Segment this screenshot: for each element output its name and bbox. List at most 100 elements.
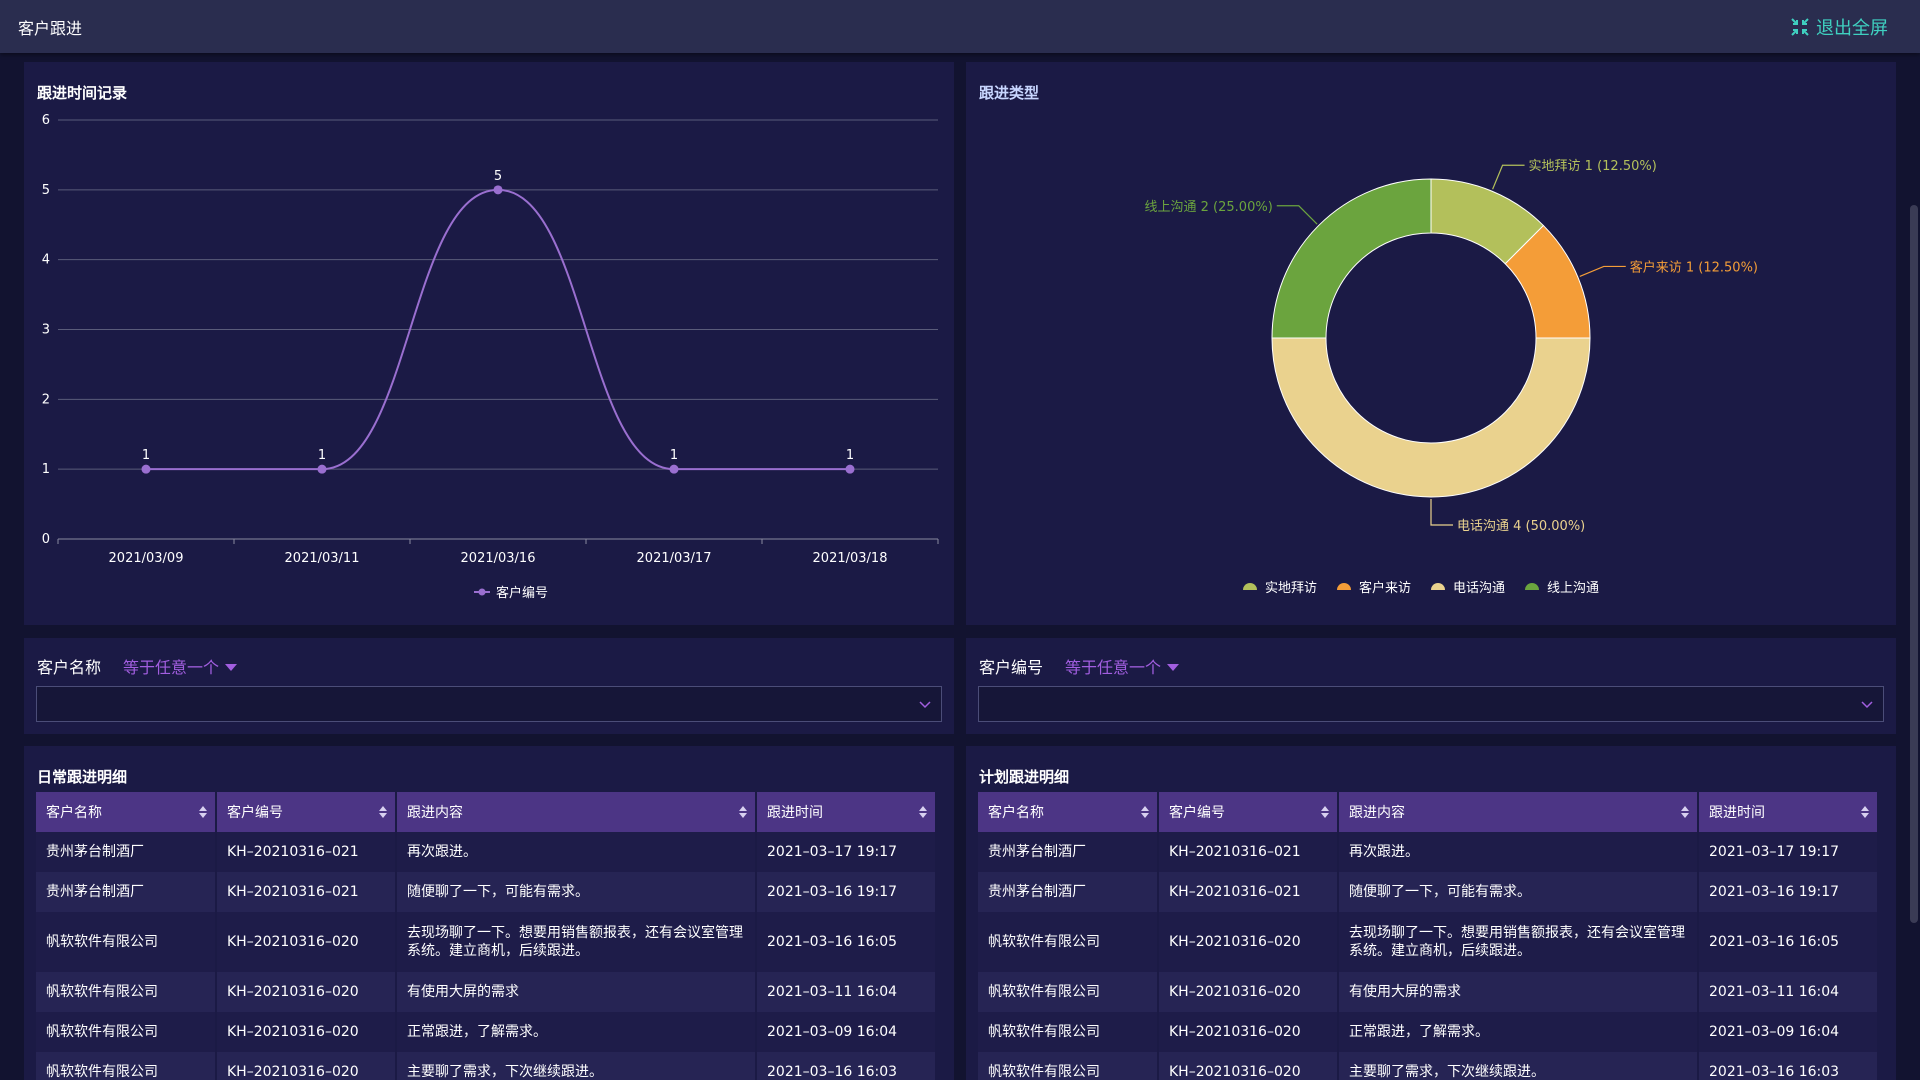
table-cell: 有使用大屏的需求 bbox=[1338, 972, 1699, 1012]
table-cell: 2021–03–11 16:04 bbox=[1698, 972, 1879, 1012]
table-row[interactable]: 贵州茅台制酒厂 KH–20210316–021 再次跟进。 2021–03–17 19… bbox=[36, 832, 937, 872]
table-cell: KH–20210316–021 bbox=[1158, 832, 1339, 872]
data-label: 1 bbox=[846, 448, 854, 463]
table-cell: 2021–03–09 16:04 bbox=[1698, 1012, 1879, 1052]
daily-followup-table: 客户名称 客户编号 跟进内容 跟进时间 贵州茅台制酒厂 KH–20210316–021 再… bbox=[36, 792, 937, 1080]
data-point[interactable] bbox=[669, 464, 679, 474]
table-cell: 再次跟进。 bbox=[396, 832, 757, 872]
line-chart: 0 1 2 3 4 5 6 2021/03/09 2021/03/11 2021/03/16 202… bbox=[42, 113, 939, 601]
table-cell: 帆软软件有限公司 bbox=[36, 1052, 217, 1080]
slice-label: 线上沟通 2 (25.00%) bbox=[1145, 200, 1273, 215]
x-tick-label: 2021/03/11 bbox=[285, 551, 360, 566]
daily-table-title: 日常跟进明细 bbox=[37, 768, 128, 786]
pie-chart-panel: 跟进类型 实地拜访 1 (12.50%) 客户来访 1 (12.50%) 电话沟通 … bbox=[966, 62, 1896, 625]
table-row[interactable]: 帆软软件有限公司 KH–20210316–020 正常跟进，了解需求。 2021–03… bbox=[978, 1012, 1879, 1052]
table-cell: 2021–03–11 16:04 bbox=[756, 972, 937, 1012]
table-row[interactable]: 帆软软件有限公司 KH–20210316–020 主要聊了需求，下次继续跟进。 202… bbox=[36, 1052, 937, 1080]
legend-label[interactable]: 实地拜访 bbox=[1265, 581, 1317, 596]
table-cell: 帆软软件有限公司 bbox=[36, 912, 217, 972]
data-point[interactable] bbox=[141, 464, 151, 474]
data-point[interactable] bbox=[845, 464, 855, 474]
slice-label: 电话沟通 4 (50.00%) bbox=[1457, 519, 1585, 534]
table-cell: KH–20210316–020 bbox=[216, 912, 397, 972]
column-header[interactable]: 客户编号 bbox=[216, 792, 397, 832]
column-header[interactable]: 跟进内容 bbox=[396, 792, 757, 832]
y-tick-label: 3 bbox=[42, 323, 50, 338]
table-cell: 2021–03–16 16:05 bbox=[1698, 912, 1879, 972]
filter-panel-customer-id: 客户编号 等于任意一个 bbox=[966, 638, 1896, 734]
table-row[interactable]: 贵州茅台制酒厂 KH–20210316–021 随便聊了一下，可能有需求。 2021–… bbox=[978, 872, 1879, 912]
filter-label-customer-name: 客户名称 bbox=[37, 658, 102, 677]
plan-table-title: 计划跟进明细 bbox=[979, 768, 1070, 786]
column-header[interactable]: 客户编号 bbox=[1158, 792, 1339, 832]
legend-marker bbox=[1525, 583, 1539, 590]
sort-icon[interactable] bbox=[919, 806, 927, 818]
column-header[interactable]: 跟进内容 bbox=[1338, 792, 1699, 832]
table-cell: KH–20210316–021 bbox=[216, 832, 397, 872]
legend-label[interactable]: 客户编号 bbox=[496, 585, 548, 601]
column-header-label: 跟进内容 bbox=[1349, 805, 1405, 821]
table-row[interactable]: 帆软软件有限公司 KH–20210316–020 有使用大屏的需求 2021–03–1… bbox=[978, 972, 1879, 1012]
customer-id-select[interactable] bbox=[978, 686, 1884, 722]
column-header[interactable]: 跟进时间 bbox=[1698, 792, 1879, 832]
table-cell: 贵州茅台制酒厂 bbox=[36, 832, 217, 872]
table-row[interactable]: 帆软软件有限公司 KH–20210316–020 去现场聊了一下。想要用销售额报表，… bbox=[978, 912, 1879, 972]
sort-icon[interactable] bbox=[739, 806, 747, 818]
sort-icon[interactable] bbox=[1861, 806, 1869, 818]
table-cell: 随便聊了一下，可能有需求。 bbox=[1338, 872, 1699, 912]
line-chart-title: 跟进时间记录 bbox=[37, 84, 128, 102]
table-row[interactable]: 贵州茅台制酒厂 KH–20210316–021 再次跟进。 2021–03–17 19… bbox=[978, 832, 1879, 872]
filter-operator-label: 等于任意一个 bbox=[123, 658, 220, 677]
table-cell: 去现场聊了一下。想要用销售额报表，还有会议室管理系统。建立商机，后续跟进。 bbox=[396, 912, 757, 972]
legend-label[interactable]: 客户来访 bbox=[1359, 580, 1411, 596]
sort-icon[interactable] bbox=[1141, 806, 1149, 818]
table-cell: KH–20210316–021 bbox=[216, 872, 397, 912]
sort-icon[interactable] bbox=[1681, 806, 1689, 818]
table-row[interactable]: 帆软软件有限公司 KH–20210316–020 正常跟进，了解需求。 2021–03… bbox=[36, 1012, 937, 1052]
table-cell: KH–20210316–021 bbox=[1158, 872, 1339, 912]
filter-label-customer-id: 客户编号 bbox=[979, 658, 1044, 677]
sort-icon[interactable] bbox=[379, 806, 387, 818]
chevron-down-icon bbox=[919, 701, 931, 709]
data-point[interactable] bbox=[493, 185, 503, 195]
plan-followup-panel: 计划跟进明细 客户名称 客户编号 跟进内容 跟进时间 贵州茅台制酒厂 KH–202103… bbox=[966, 746, 1896, 1080]
table-cell: 有使用大屏的需求 bbox=[396, 972, 757, 1012]
pie-slice[interactable] bbox=[1271, 337, 1591, 498]
table-row[interactable]: 帆软软件有限公司 KH–20210316–020 有使用大屏的需求 2021–03–1… bbox=[36, 972, 937, 1012]
table-cell: KH–20210316–020 bbox=[216, 1052, 397, 1080]
y-tick-label: 4 bbox=[42, 253, 50, 268]
slice-leader-line bbox=[1579, 265, 1626, 277]
table-cell: 贵州茅台制酒厂 bbox=[978, 832, 1159, 872]
column-header[interactable]: 跟进时间 bbox=[756, 792, 937, 832]
filter-panel-customer-name: 客户名称 等于任意一个 bbox=[24, 638, 954, 734]
table-cell: KH–20210316–020 bbox=[1158, 1052, 1339, 1080]
table-row[interactable]: 贵州茅台制酒厂 KH–20210316–021 随便聊了一下，可能有需求。 2021–… bbox=[36, 872, 937, 912]
table-row[interactable]: 帆软软件有限公司 KH–20210316–020 主要聊了需求，下次继续跟进。 202… bbox=[978, 1052, 1879, 1080]
table-cell: 2021–03–16 19:17 bbox=[756, 872, 937, 912]
data-point[interactable] bbox=[317, 464, 327, 474]
exit-fullscreen-button[interactable]: 退出全屏 bbox=[1790, 14, 1888, 40]
x-tick-label: 2021/03/16 bbox=[461, 551, 536, 566]
column-header[interactable]: 客户名称 bbox=[36, 792, 217, 832]
legend-dot-marker bbox=[478, 588, 486, 596]
pie-slice[interactable] bbox=[1271, 178, 1432, 339]
page-scrollbar[interactable] bbox=[1910, 205, 1918, 923]
table-cell: KH–20210316–020 bbox=[216, 972, 397, 1012]
sort-icon[interactable] bbox=[199, 806, 207, 818]
legend-label[interactable]: 电话沟通 bbox=[1453, 581, 1505, 596]
table-row[interactable]: 帆软软件有限公司 KH–20210316–020 去现场聊了一下。想要用销售额报表，… bbox=[36, 912, 937, 972]
daily-followup-panel: 日常跟进明细 客户名称 客户编号 跟进内容 跟进时间 贵州茅台制酒厂 KH–202103… bbox=[24, 746, 954, 1080]
top-bar: 客户跟进 退出全屏 bbox=[0, 0, 1920, 53]
column-header[interactable]: 客户名称 bbox=[978, 792, 1159, 832]
filter-operator-dropdown[interactable]: 等于任意一个 bbox=[1065, 654, 1180, 678]
caret-down-icon bbox=[225, 663, 238, 671]
sort-icon[interactable] bbox=[1321, 806, 1329, 818]
filter-operator-dropdown[interactable]: 等于任意一个 bbox=[123, 654, 238, 678]
table-cell: KH–20210316–020 bbox=[1158, 912, 1339, 972]
table-cell: 2021–03–17 19:17 bbox=[756, 832, 937, 872]
legend-label[interactable]: 线上沟通 bbox=[1547, 581, 1599, 596]
column-header-label: 跟进内容 bbox=[407, 805, 463, 821]
table-cell: 2021–03–09 16:04 bbox=[756, 1012, 937, 1052]
table-cell: 帆软软件有限公司 bbox=[36, 1012, 217, 1052]
customer-name-select[interactable] bbox=[36, 686, 942, 722]
